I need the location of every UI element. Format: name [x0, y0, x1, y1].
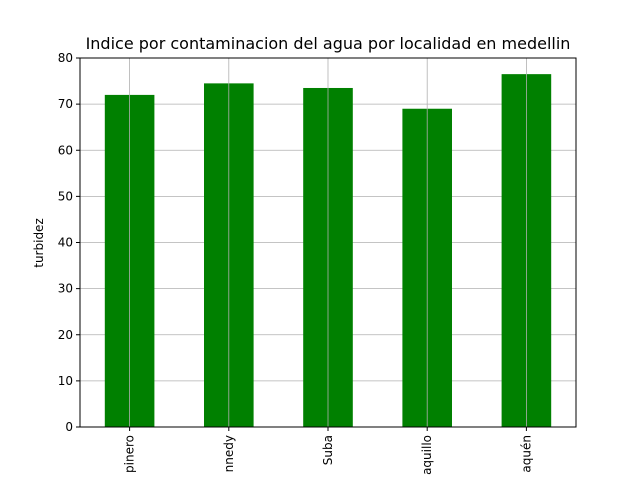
y-axis-label: turbidez: [32, 218, 46, 268]
x-tick-label: pinero: [123, 435, 137, 473]
y-tick-label: 60: [58, 143, 73, 157]
x-tick-label: aquén: [519, 435, 533, 473]
x-tick-label: aquillo: [420, 435, 434, 475]
y-tick-label: 50: [58, 189, 73, 203]
y-tick-label: 70: [58, 97, 73, 111]
x-tick-label: nnedy: [222, 435, 236, 472]
y-tick-label: 80: [58, 51, 73, 65]
y-tick-label: 30: [58, 282, 73, 296]
y-tick-label: 20: [58, 328, 73, 342]
chart-title: Indice por contaminacion del agua por lo…: [86, 34, 571, 53]
y-axis-ticks: 0 10 20 30 40 50 60 70 80: [58, 51, 80, 434]
y-tick-label: 10: [58, 374, 73, 388]
y-tick-label: 40: [58, 236, 73, 250]
y-tick-label: 0: [65, 420, 73, 434]
x-axis-ticks: pinero nnedy Suba aquillo aquén: [123, 427, 533, 475]
x-tick-label: Suba: [321, 435, 335, 465]
vertical-gridlines: [129, 58, 527, 427]
